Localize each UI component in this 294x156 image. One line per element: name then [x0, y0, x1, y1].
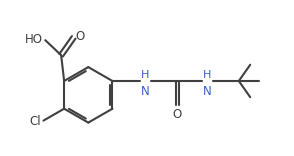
- Text: H: H: [141, 70, 150, 80]
- Text: O: O: [173, 108, 182, 121]
- Text: H: H: [203, 70, 211, 80]
- Text: HO: HO: [25, 33, 43, 46]
- Text: N: N: [203, 85, 212, 98]
- Text: Cl: Cl: [30, 115, 41, 128]
- Text: O: O: [76, 30, 85, 43]
- Text: N: N: [141, 85, 150, 98]
